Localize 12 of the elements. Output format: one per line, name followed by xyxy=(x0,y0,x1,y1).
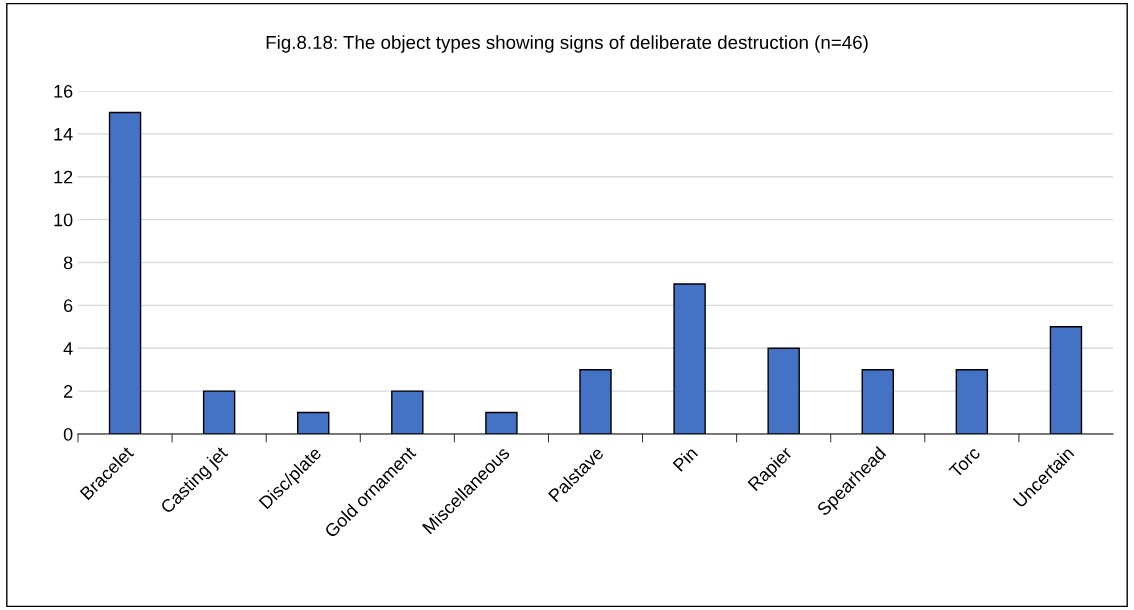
y-tick-label: 16 xyxy=(54,84,73,98)
chart-title: Fig.8.18: The object types showing signs of deliberate destruction (n=46) xyxy=(266,35,868,53)
y-tick-label: 6 xyxy=(64,299,73,313)
y-tick-label: 8 xyxy=(63,256,73,270)
y-tick-label: 12 xyxy=(54,170,73,184)
y-tick-label: 2 xyxy=(64,385,73,398)
y-tick-label: 14 xyxy=(54,128,73,141)
y-tick-label: 0 xyxy=(63,427,73,441)
x-tick-label: Torc xyxy=(948,445,981,479)
x-tick-label: Pin xyxy=(672,445,699,472)
y-tick-label: 4 xyxy=(63,342,73,355)
y-tick-label: 10 xyxy=(54,213,73,227)
